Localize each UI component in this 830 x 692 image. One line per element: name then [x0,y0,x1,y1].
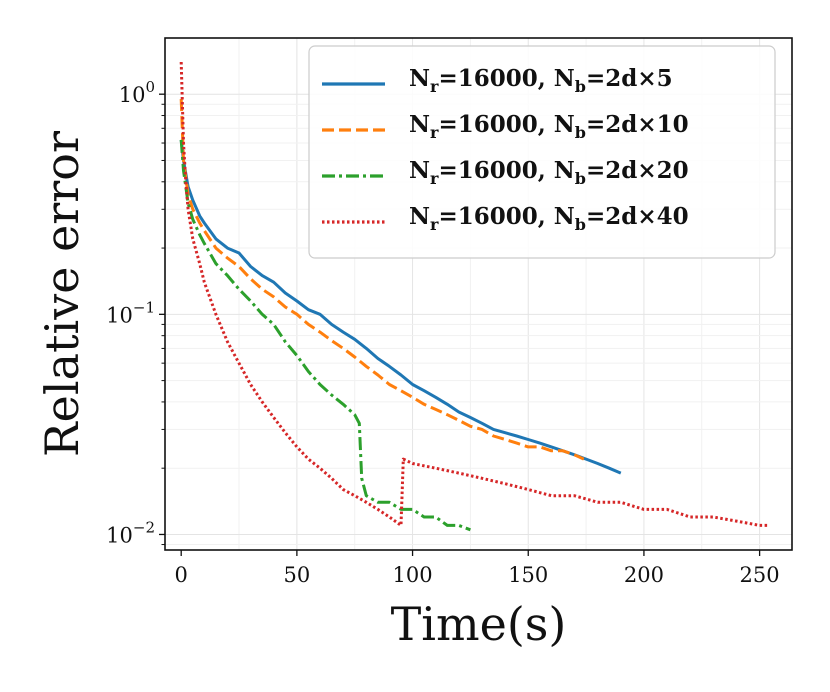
x-tick-label: 100 [393,563,433,587]
x-tick-label: 50 [284,563,311,587]
legend-label-4: Nr=16000, Nb=2d×40 [409,203,689,234]
x-axis-title: Time(s) [391,597,567,651]
series-line-2 [179,99,585,461]
y-tick-label: 10−1 [106,298,155,327]
y-tick-label: 10−2 [106,518,155,547]
legend-label-1: Nr=16000, Nb=2d×5 [409,65,673,96]
series-line-1 [179,139,622,475]
series-line-3 [179,139,471,532]
axis-ticks: 0 50 100 150 200 250 100 10−1 10−2 [106,78,780,587]
y-tick-label: 100 [119,78,155,107]
series-line-4 [179,61,769,527]
legend: Nr=16000, Nb=2d×5 Nr=16000, Nb=2d×10 Nr=16… [308,45,776,259]
x-tick-label: 150 [508,563,548,587]
x-tick-label: 200 [624,563,664,587]
y-axis-title: Relative error [35,131,89,457]
plot-frame [164,37,793,551]
legend-label-3: Nr=16000, Nb=2d×20 [409,157,689,188]
legend-box [308,45,776,259]
x-tick-label: 250 [740,563,780,587]
series-lines [179,61,769,532]
legend-label-2: Nr=16000, Nb=2d×10 [409,111,689,142]
x-tick-label: 0 [175,563,188,587]
